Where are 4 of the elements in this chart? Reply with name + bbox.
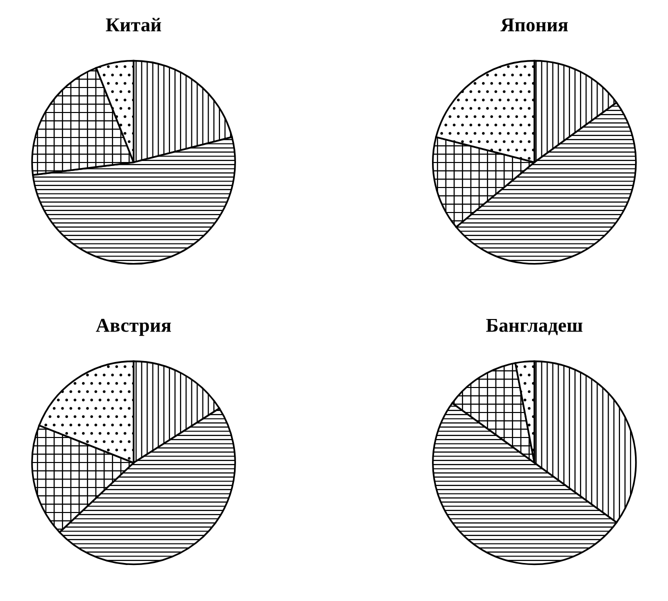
- chart-title: Австрия: [96, 318, 171, 336]
- chart-title: Япония: [500, 18, 568, 32]
- chart-title: Китай: [106, 18, 162, 32]
- chart-title: Бангладеш: [486, 318, 582, 336]
